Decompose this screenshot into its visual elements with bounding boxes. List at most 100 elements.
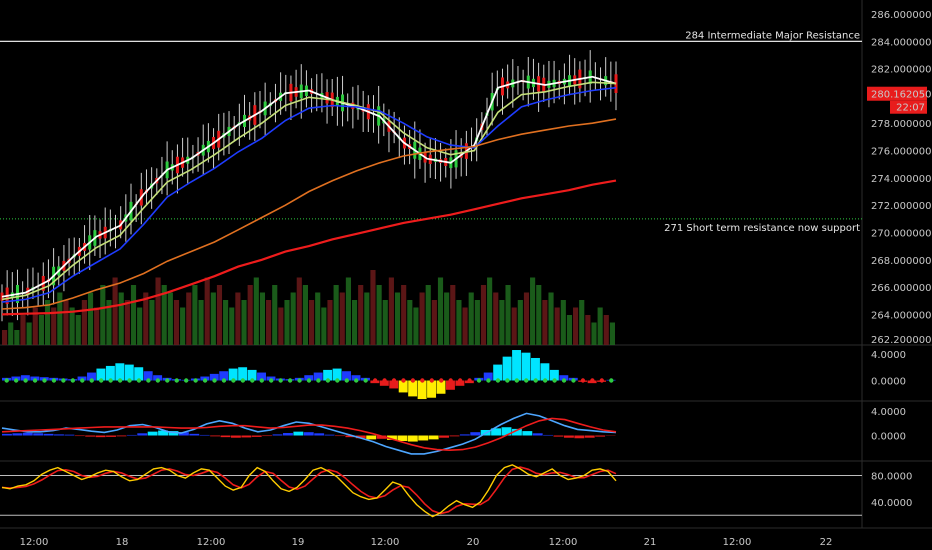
volume-bar [382,300,388,345]
macd-line [1,412,617,455]
macd-histogram-bar [54,434,64,436]
macd-histogram-bar [43,433,54,436]
volume-bar [63,300,69,345]
signal-dot [372,378,378,383]
volume-bar [229,307,235,345]
volume-bar [210,292,216,345]
moving-average-line [1,75,617,298]
volume-bar [321,307,327,345]
histogram-bar [389,380,399,389]
volume-bar [57,292,63,345]
signal-dot [420,378,425,383]
histogram-bar [153,375,163,381]
signal-dot [524,378,529,383]
signal-dot [80,378,85,383]
volume-bar [69,307,75,345]
histogram-bar [105,365,115,381]
x-tick-label: 18 [116,537,129,548]
volume-bar [493,292,499,345]
signal-dot [51,378,57,383]
stoch-tick-label: 40.0000 [871,498,912,509]
signal-dot [354,378,359,383]
price-tick-label: 272.00000000 [871,201,932,212]
signal-dot [335,378,340,383]
signal-dot [382,378,387,383]
histogram-bar [436,380,446,394]
signal-dot [297,378,302,383]
histogram-bar [549,369,559,381]
volume-bar [155,277,161,345]
signal-dot [61,378,66,383]
osc1-tick-label: 0.0000 [871,377,906,388]
signal-dot [590,378,595,383]
volume-bar [247,285,253,345]
moving-average-line [1,179,617,316]
signal-dot [542,378,548,383]
volume-bar [124,300,130,345]
volume-bar [566,315,573,345]
macd-histogram-bar [491,428,502,436]
histogram-bar [323,369,333,381]
histogram-bar [379,380,389,386]
volume-bar [296,277,302,345]
volume-bar [554,307,560,345]
macd-signal-line [1,417,617,452]
volume-bar [266,300,272,345]
signal-dot [580,378,586,383]
macd-histogram-bar [355,435,366,439]
volume-bar [370,270,376,345]
volume-bar [394,292,401,345]
signal-dot [42,378,47,383]
signal-dot [476,378,482,383]
volume-bar [431,300,437,345]
signal-dot [599,378,605,383]
volume-bar [278,307,284,345]
macd-histogram-bar [407,435,418,442]
macd-histogram-bar [428,435,439,440]
macd-histogram-bar [595,435,606,437]
volume-bar [87,292,94,345]
volume-bar [290,292,296,345]
volume-bar [44,300,51,345]
stoch-k-line [1,464,617,518]
volume-bar [14,330,20,345]
volume-bar [327,300,333,345]
macd-histogram-bar [33,433,44,436]
volume-bar [223,300,229,345]
volume-bar [579,300,585,345]
signal-dot [486,378,491,383]
macd-histogram-bar [158,430,169,436]
signal-dot [4,378,9,383]
x-tick-label: 12:00 [723,537,752,548]
macd-histogram-bar [12,433,23,436]
volume-bar [487,277,493,345]
histogram-bar [493,364,503,381]
signal-dot [363,378,368,383]
macd-histogram-bar [147,431,158,436]
macd-histogram-bar [563,435,574,438]
macd-histogram-bar [397,435,408,442]
price-tick-label: 270.00000000 [871,228,932,239]
macd-histogram-bar [418,435,429,441]
volume-bar [51,307,57,345]
countdown-box [890,100,927,114]
macd-histogram-bar [230,435,241,438]
price-tick-label: 268.00000000 [871,256,932,267]
signal-dot [221,378,227,383]
histogram-bar [417,380,427,400]
volume-bar [143,292,149,345]
volume-bar [585,315,591,345]
signal-dot [467,378,472,383]
volume-bar [536,285,542,345]
volume-bar [425,285,431,345]
histogram-bar [455,380,465,386]
macd-histogram-bar [459,434,470,436]
macd-histogram-bar [439,435,449,438]
volume-bar [272,285,278,345]
volume-bar [437,277,444,345]
signal-dot [571,378,576,383]
macd-histogram-bar [95,435,106,438]
macd-histogram-bar [532,433,543,436]
volume-bar [8,322,14,345]
